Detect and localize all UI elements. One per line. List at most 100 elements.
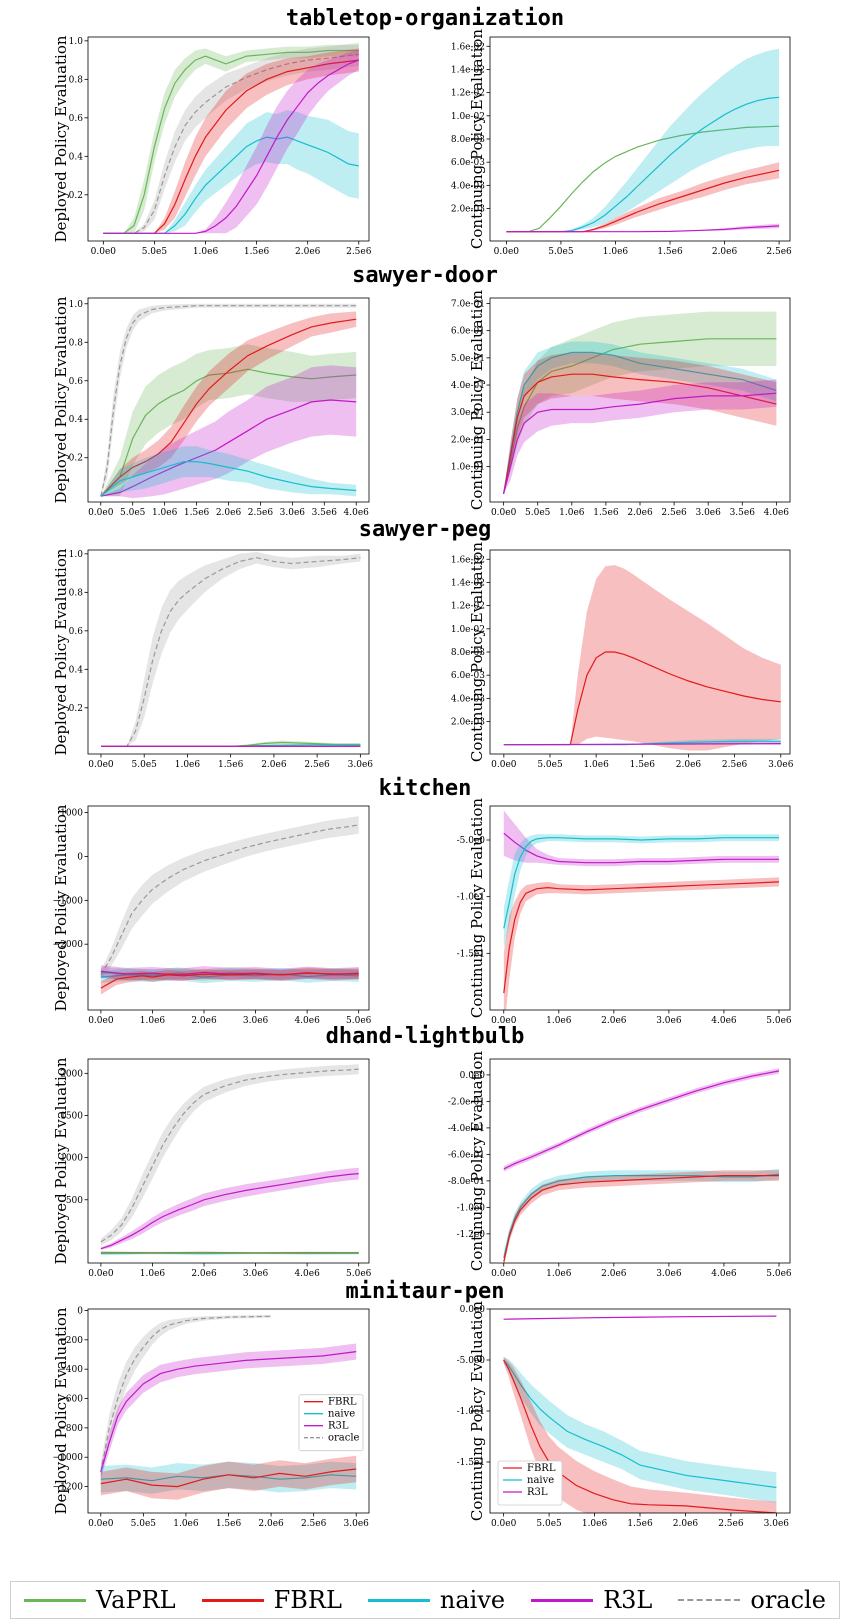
tabletop-organization-continuing-xtick-label-0-0e0: 0.0e0: [494, 247, 520, 257]
tabletop-organization-continuing-naive-line: [506, 96, 780, 233]
sawyer-door-deployed-ytick-label-0-2: 0.2: [69, 454, 83, 464]
minitaur-pen-deployed-ytick-label-200: −200: [58, 1336, 83, 1346]
dhand-lightbulb-deployed-axes-frame: [87, 1058, 370, 1264]
sawyer-door-continuing-ytick-label-7-0e-01: 7.0e-01: [451, 299, 485, 309]
kitchen-continuing-xtick-label-1-0e6: 1.0e6: [546, 1016, 572, 1026]
sawyer-door-continuing-xtick-label-3-5e6: 3.5e6: [730, 508, 756, 518]
sawyer-peg-continuing-xtick-label-1-0e6: 1.0e6: [583, 760, 609, 770]
kitchen-deployed-ytick-label-0: 0: [77, 852, 83, 862]
tabletop-organization-deployed-chart: tabletop-organization 0.0e0 5.0e5 1.0e6 1.5e…: [52, 6, 564, 257]
sawyer-peg-continuing-ytick-label-4-0e-03: 4.0e-03: [451, 694, 485, 704]
tabletop-organization-deployed-fbrl-line: [103, 59, 359, 234]
dhand-lightbulb-continuing-fbrl-band: [503, 1170, 779, 1263]
minitaur-pen-deployed-plot-area: [100, 1314, 357, 1500]
sawyer-peg-deployed-ytick-label-0-8: 0.8: [69, 588, 84, 598]
sawyer-peg-deployed-xtick-label-3-0e6: 3.0e6: [348, 760, 374, 770]
dhand-lightbulb-deployed-plot-area: [100, 1064, 359, 1255]
minitaur-pen-continuing-chart: 0.0e0 5.0e5 1.0e6 1.5e6 2.0e6 2.5e6 3.0e6 -1.5e…: [457, 1301, 791, 1529]
sawyer-peg-deployed-chart: sawyer-peg 0.0e0 5.0e5 1.0e6 1.5e6 2.0e6 2.5e6…: [52, 517, 491, 770]
sawyer-peg-continuing-naive-band: [503, 738, 781, 745]
minitaur-pen-deployed-legend-label-oracle: oracle: [328, 1433, 360, 1444]
minitaur-pen-continuing-xtick-label-1-0e6: 1.0e6: [582, 1519, 608, 1529]
tabletop-organization-continuing-fbrl-line: [506, 169, 780, 233]
minitaur-pen-continuing-fbrl-band: [503, 1356, 777, 1513]
sawyer-peg-continuing-ylabel: Continuing Policy Evaluation: [468, 542, 486, 763]
kitchen-deployed-xtick-label-4-0e6: 4.0e6: [294, 1016, 320, 1026]
kitchen-continuing-r3l-line: [503, 832, 779, 864]
sawyer-peg-deployed-xtick-label-1-0e6: 1.0e6: [175, 760, 201, 770]
kitchen-continuing-ytick-label-5-0e0: -5.0e0: [457, 836, 486, 846]
minitaur-pen-deployed-ytick-label-1000: −1000: [53, 1453, 84, 1463]
kitchen-deployed-plot-area: [100, 816, 359, 995]
tabletop-organization-deployed-ylabel: Deployed Policy Evaluation: [52, 35, 70, 242]
minitaur-pen-continuing-ylabel: Continuing Policy Evaluation: [468, 1301, 486, 1522]
minitaur-pen-deployed-fbrl-line: [100, 1468, 357, 1488]
sawyer-door-continuing-xtick-label-4-0e6: 4.0e6: [764, 508, 790, 518]
legend-label-naive: naive: [439, 1586, 506, 1614]
sawyer-peg-continuing-ytick-label-1-0e-02: 1.0e-02: [451, 625, 485, 635]
minitaur-pen-continuing-xtick-label-0-0e0: 0.0e0: [491, 1519, 517, 1529]
tabletop-organization-deployed-vaprl-line: [103, 49, 359, 234]
sawyer-peg-deployed-xtick-label-5-0e5: 5.0e5: [132, 760, 158, 770]
minitaur-pen-deployed-ytick-label-1200: −1200: [53, 1483, 84, 1493]
sawyer-peg-deployed-vaprl-band: [101, 740, 361, 747]
tabletop-organization-continuing-ytick-label-1-4e-02: 1.4e-02: [451, 65, 485, 75]
kitchen-deployed-oracle-line: [100, 824, 359, 976]
sawyer-door-continuing-chart: 0.0e0 5.0e5 1.0e6 1.5e6 2.0e6 2.5e6 3.0e6 3.5e6…: [451, 290, 791, 518]
dhand-lightbulb-deployed-r3l-band: [100, 1167, 359, 1250]
tabletop-organization-deployed-naive-line: [103, 136, 359, 234]
sawyer-peg-deployed-xtick-label-1-5e6: 1.5e6: [218, 760, 244, 770]
tabletop-organization-deployed-xtick-label-1-0e6: 1.0e6: [193, 247, 219, 257]
tabletop-organization-deployed-naive-band: [103, 110, 359, 234]
legend-line-vaprl: [24, 1598, 86, 1602]
sawyer-door-title: sawyer-door: [352, 263, 498, 288]
minitaur-pen-deployed-xtick-label-0-0e0: 0.0e0: [88, 1519, 114, 1529]
legend-label-r3l: R3L: [603, 1586, 653, 1614]
sawyer-peg-deployed-axes-frame: [87, 549, 370, 755]
kitchen-deployed-xtick-label-0-0e0: 0.0e0: [88, 1016, 114, 1026]
kitchen-deployed-r3l-band: [100, 965, 359, 981]
kitchen-deployed-fbrl-line: [100, 972, 359, 989]
dhand-lightbulb-continuing-xtick-label-5-0e6: 5.0e6: [766, 1269, 792, 1279]
kitchen-deployed-xtick-label-1-0e6: 1.0e6: [140, 1016, 166, 1026]
sawyer-door-deployed-ytick-label-0-8: 0.8: [69, 338, 84, 348]
sawyer-door-continuing-naive-band: [503, 341, 777, 494]
tabletop-organization-deployed-axes-frame: [87, 36, 370, 242]
sawyer-door-continuing-r3l-band: [503, 379, 777, 494]
sawyer-door-deployed-oracle-line: [100, 305, 357, 497]
sawyer-peg-continuing-xtick-label-3-0e6: 3.0e6: [768, 760, 794, 770]
dhand-lightbulb-continuing-ytick-label-1-2e0: -1.2e0: [457, 1230, 486, 1240]
kitchen-continuing-naive-band: [503, 834, 779, 949]
dhand-lightbulb-continuing-chart: 0.0e0 1.0e6 2.0e6 3.0e6 4.0e6 5.0e6 -1.2e0 -1.0…: [448, 1051, 792, 1279]
dhand-lightbulb-continuing-ytick-label-6-0e-01: -6.0e-01: [448, 1150, 485, 1160]
dhand-lightbulb-continuing-axes-frame: [489, 1058, 791, 1264]
minitaur-pen-deployed-xtick-label-3-0e6: 3.0e6: [344, 1519, 370, 1529]
sawyer-door-continuing-plot-area: [503, 311, 777, 494]
sawyer-peg-continuing-xtick-label-0-0e0: 0.0e0: [491, 760, 517, 770]
tabletop-organization-title: tabletop-organization: [286, 6, 564, 31]
kitchen-continuing-ylabel: Continuing Policy Evaluation: [468, 798, 486, 1019]
sawyer-peg-continuing-ytick-label-1-2e-02: 1.2e-02: [451, 602, 485, 612]
sawyer-peg-continuing-fbrl-band: [503, 565, 781, 751]
tabletop-organization-deployed-xtick-label-2-5e6: 2.5e6: [346, 247, 372, 257]
sawyer-peg-deployed-ytick-label-0-6: 0.6: [69, 627, 84, 637]
figure-legend: VaPRL FBRL naive R3L oracle: [10, 1581, 840, 1619]
tabletop-organization-continuing-naive-band: [506, 48, 780, 232]
tabletop-organization-deployed-r3l-band: [103, 50, 359, 234]
minitaur-pen-deployed-r3l-band: [100, 1343, 357, 1478]
dhand-lightbulb-deployed-xtick-label-3-0e6: 3.0e6: [243, 1269, 269, 1279]
minitaur-pen-continuing-xtick-label-5-0e5: 5.0e5: [536, 1519, 562, 1529]
dhand-lightbulb-deployed-chart: dhand-lightbulb 0.0e0 1.0e6 2.0e6 3.0e6 4.0e6…: [52, 1024, 524, 1279]
dhand-lightbulb-continuing-r3l-line: [503, 1070, 780, 1170]
dhand-lightbulb-continuing-ytick-label-8-0e-01: -8.0e-01: [448, 1177, 485, 1187]
sawyer-peg-deployed-xtick-label-2-5e6: 2.5e6: [304, 760, 330, 770]
dhand-lightbulb-deployed-xtick-label-5-0e6: 5.0e6: [346, 1269, 372, 1279]
sawyer-peg-continuing-xtick-label-2-5e6: 2.5e6: [722, 760, 748, 770]
sawyer-door-continuing-r3l-line: [503, 392, 777, 494]
sawyer-door-continuing-xtick-label-0-0e0: 0.0e0: [491, 508, 517, 518]
sawyer-door-deployed-ylabel: Deployed Policy Evaluation: [52, 296, 70, 503]
sawyer-peg-continuing-xtick-label-5-0e5: 5.0e5: [537, 760, 563, 770]
sawyer-peg-deployed-ytick-label-0-4: 0.4: [69, 665, 84, 675]
tabletop-organization-deployed-vaprl-band: [103, 44, 359, 234]
